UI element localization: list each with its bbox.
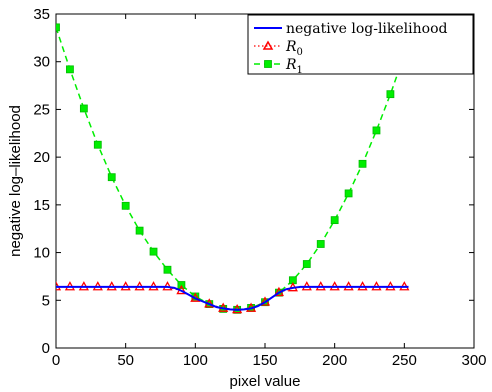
marker-r-1-4 bbox=[107, 173, 116, 182]
legend-label-r1-main: R bbox=[285, 57, 297, 73]
marker-r-1-0 bbox=[56, 23, 60, 32]
legend-label-r1: R1 bbox=[285, 57, 303, 76]
y-tick-label-15: 15 bbox=[33, 197, 50, 214]
marker-r-1-2 bbox=[79, 104, 88, 113]
legend-marker-r1 bbox=[264, 60, 272, 68]
marker-r-1-19 bbox=[316, 240, 325, 248]
x-tick-label-200: 200 bbox=[322, 352, 347, 369]
legend-marker-r0 bbox=[262, 40, 274, 50]
x-tick-label-50: 50 bbox=[117, 352, 134, 369]
legend-label-r0: R0 bbox=[285, 39, 303, 58]
x-tick-label-100: 100 bbox=[183, 352, 208, 369]
marker-r-1-8 bbox=[163, 265, 172, 274]
y-axis-label: negative log–likelihood bbox=[7, 105, 24, 257]
x-tick-label-150: 150 bbox=[252, 352, 277, 369]
marker-r-1-21 bbox=[344, 189, 353, 198]
legend-box bbox=[247, 14, 474, 75]
series-layer bbox=[56, 23, 410, 314]
x-tick-label-0: 0 bbox=[52, 352, 60, 369]
marker-r-1-23 bbox=[372, 126, 381, 135]
marker-r-1-18 bbox=[302, 260, 311, 268]
y-tick-label-10: 10 bbox=[33, 245, 50, 262]
legend-label-r0-sub: 0 bbox=[297, 47, 303, 58]
marker-r-1-7 bbox=[149, 247, 158, 256]
legend-label-negative-log-likelihood: negative log-likelihood bbox=[286, 21, 448, 37]
legend-label-r0-main: R bbox=[285, 39, 297, 55]
marker-r-1-22 bbox=[358, 159, 367, 168]
legend: negative log-likelihood R0 R1 bbox=[247, 14, 474, 76]
marker-r-1-6 bbox=[135, 226, 144, 235]
y-tick-label-25: 25 bbox=[33, 101, 50, 118]
x-tick-label-300: 300 bbox=[461, 352, 486, 369]
y-tick-label-0: 0 bbox=[42, 340, 50, 357]
marker-r-1-5 bbox=[121, 201, 130, 210]
legend-label-r1-sub: 1 bbox=[297, 65, 303, 76]
x-axis-label: pixel value bbox=[230, 373, 301, 390]
x-tick-label-250: 250 bbox=[392, 352, 417, 369]
y-tick-label-30: 30 bbox=[33, 54, 50, 71]
marker-r-1-1 bbox=[66, 65, 74, 74]
marker-r-1-24 bbox=[386, 90, 395, 99]
y-tick-label-5: 5 bbox=[42, 292, 50, 309]
marker-r-1-3 bbox=[93, 140, 102, 149]
marker-r-1-20 bbox=[330, 216, 339, 225]
series-line-negative-log-likelihood bbox=[56, 285, 409, 311]
y-tick-label-20: 20 bbox=[33, 149, 50, 166]
y-tick-label-35: 35 bbox=[33, 6, 50, 23]
